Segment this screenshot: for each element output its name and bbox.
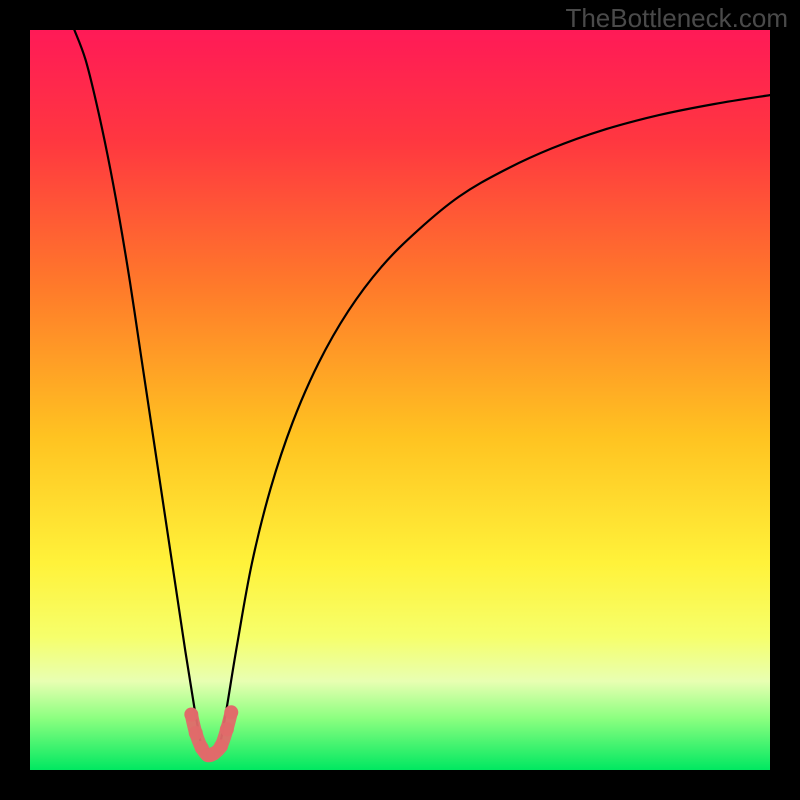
watermark-text: TheBottleneck.com bbox=[565, 3, 788, 34]
minimum-marker-dot bbox=[220, 722, 234, 736]
plot-area bbox=[30, 30, 770, 770]
minimum-marker bbox=[184, 705, 238, 762]
curve-layer bbox=[30, 30, 770, 770]
chart-canvas: TheBottleneck.com bbox=[0, 0, 800, 800]
curve-left-branch bbox=[74, 30, 200, 740]
minimum-marker-dot bbox=[184, 708, 198, 722]
minimum-marker-dot bbox=[224, 705, 238, 719]
minimum-marker-dot bbox=[214, 739, 228, 753]
minimum-marker-dot bbox=[189, 726, 203, 740]
curve-right-branch bbox=[221, 95, 770, 740]
